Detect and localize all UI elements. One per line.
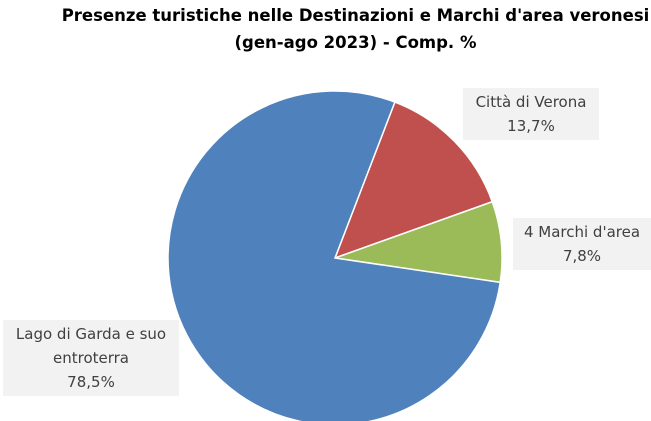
label-value: 78,5% — [67, 373, 115, 391]
data-label: Lago di Garda e suo entroterra 78,5% — [3, 320, 179, 396]
label-name: Città di Verona — [475, 93, 587, 111]
data-label: Città di Verona 13,7% — [463, 88, 599, 140]
label-name: Lago di Garda e suo entroterra — [15, 325, 167, 367]
label-name: 4 Marchi d'area — [523, 223, 641, 241]
chart-title: Presenze turistiche nelle Destinazioni e… — [61, 6, 650, 25]
label-value: 13,7% — [507, 117, 555, 135]
data-label: 4 Marchi d'area 7,8% — [513, 218, 651, 270]
chart-subtitle: (gen-ago 2023) - Comp. % — [234, 33, 477, 52]
pie-slice — [167, 90, 502, 421]
pie-slice — [333, 101, 494, 260]
label-value: 7,8% — [562, 247, 602, 265]
